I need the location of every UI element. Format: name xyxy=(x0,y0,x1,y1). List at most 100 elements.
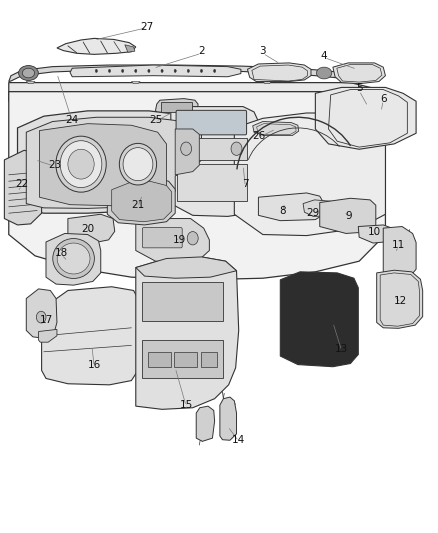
Polygon shape xyxy=(9,83,385,102)
Ellipse shape xyxy=(60,141,102,188)
Bar xyxy=(201,352,217,367)
Ellipse shape xyxy=(316,67,332,79)
Ellipse shape xyxy=(56,136,106,192)
Polygon shape xyxy=(175,129,199,175)
Polygon shape xyxy=(358,225,394,243)
Polygon shape xyxy=(155,99,198,116)
Ellipse shape xyxy=(187,231,198,245)
Ellipse shape xyxy=(200,69,202,72)
Bar xyxy=(161,102,192,112)
Polygon shape xyxy=(315,87,416,149)
Polygon shape xyxy=(196,406,215,441)
Polygon shape xyxy=(383,227,416,279)
Bar xyxy=(177,164,247,201)
Text: 6: 6 xyxy=(380,94,387,103)
Polygon shape xyxy=(377,270,423,328)
Text: 13: 13 xyxy=(335,344,348,354)
Text: 21: 21 xyxy=(131,200,145,210)
Polygon shape xyxy=(263,82,272,84)
Text: 18: 18 xyxy=(55,248,68,258)
Polygon shape xyxy=(18,111,210,213)
Bar xyxy=(142,282,223,321)
Polygon shape xyxy=(320,198,376,233)
Bar xyxy=(142,340,223,378)
Polygon shape xyxy=(39,124,166,206)
Text: 9: 9 xyxy=(345,211,352,221)
Text: 11: 11 xyxy=(392,240,405,250)
Polygon shape xyxy=(247,63,311,82)
Text: 17: 17 xyxy=(39,315,53,325)
Text: 2: 2 xyxy=(198,46,205,55)
Text: 27: 27 xyxy=(140,22,153,31)
Text: 15: 15 xyxy=(180,400,193,410)
Polygon shape xyxy=(70,65,241,77)
Ellipse shape xyxy=(135,69,137,72)
Ellipse shape xyxy=(68,149,94,179)
Ellipse shape xyxy=(18,66,39,80)
Polygon shape xyxy=(112,181,172,222)
Polygon shape xyxy=(39,329,57,342)
Polygon shape xyxy=(131,82,140,84)
Text: 7: 7 xyxy=(242,179,249,189)
Polygon shape xyxy=(57,38,136,54)
Text: 14: 14 xyxy=(232,435,245,445)
Polygon shape xyxy=(136,257,239,409)
Bar xyxy=(148,352,171,367)
Polygon shape xyxy=(107,177,175,225)
Polygon shape xyxy=(26,289,57,338)
Polygon shape xyxy=(46,233,101,285)
Bar xyxy=(174,352,197,367)
Polygon shape xyxy=(136,257,237,278)
Ellipse shape xyxy=(122,69,124,72)
Text: 10: 10 xyxy=(368,227,381,237)
FancyBboxPatch shape xyxy=(176,110,247,135)
Ellipse shape xyxy=(53,239,95,279)
Ellipse shape xyxy=(180,142,192,156)
Text: 25: 25 xyxy=(149,115,162,125)
Polygon shape xyxy=(26,117,201,208)
FancyBboxPatch shape xyxy=(142,228,182,248)
Text: 4: 4 xyxy=(321,51,328,61)
Text: 20: 20 xyxy=(81,224,94,234)
Polygon shape xyxy=(234,113,385,236)
Ellipse shape xyxy=(95,69,97,72)
Polygon shape xyxy=(220,397,237,440)
Polygon shape xyxy=(333,63,385,84)
Ellipse shape xyxy=(22,68,35,78)
Polygon shape xyxy=(303,200,341,216)
Polygon shape xyxy=(125,45,135,52)
Ellipse shape xyxy=(187,69,189,72)
Text: 23: 23 xyxy=(48,160,61,170)
Ellipse shape xyxy=(161,69,163,72)
Ellipse shape xyxy=(148,69,150,72)
Polygon shape xyxy=(171,107,258,216)
Text: 8: 8 xyxy=(279,206,286,215)
Ellipse shape xyxy=(119,143,157,185)
Text: 16: 16 xyxy=(88,360,101,370)
Ellipse shape xyxy=(57,243,90,274)
Ellipse shape xyxy=(231,142,242,156)
Polygon shape xyxy=(258,193,324,221)
Polygon shape xyxy=(9,65,350,82)
Ellipse shape xyxy=(174,69,176,72)
Polygon shape xyxy=(280,272,358,367)
Polygon shape xyxy=(68,214,115,244)
Text: 24: 24 xyxy=(66,115,79,125)
Ellipse shape xyxy=(109,69,110,72)
Text: 3: 3 xyxy=(259,46,266,55)
Polygon shape xyxy=(4,150,42,225)
Ellipse shape xyxy=(213,69,215,72)
Polygon shape xyxy=(136,219,209,262)
Polygon shape xyxy=(42,287,139,385)
Text: 19: 19 xyxy=(173,235,186,245)
Text: 12: 12 xyxy=(394,296,407,306)
Ellipse shape xyxy=(36,311,46,323)
Polygon shape xyxy=(253,122,299,135)
Text: 29: 29 xyxy=(307,208,320,218)
Bar xyxy=(177,138,247,160)
Text: 5: 5 xyxy=(356,83,363,93)
Polygon shape xyxy=(164,117,180,123)
Polygon shape xyxy=(26,82,35,84)
Text: 26: 26 xyxy=(252,131,265,141)
Text: 22: 22 xyxy=(15,179,28,189)
